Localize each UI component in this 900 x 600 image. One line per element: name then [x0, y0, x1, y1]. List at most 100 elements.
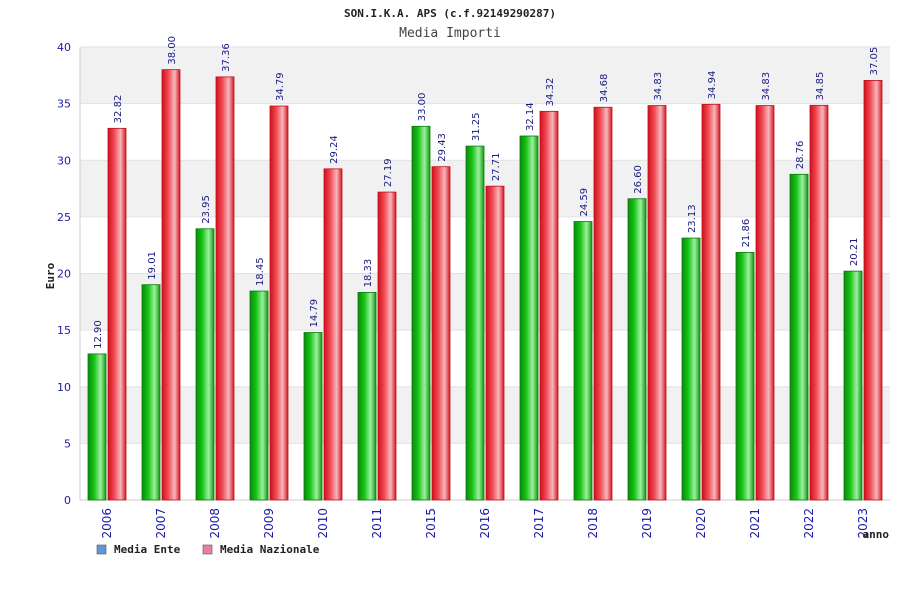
bar-media-ente-2011 [357, 292, 377, 501]
bar-media-ente-2008 [195, 228, 215, 501]
data-label: 18.45 [255, 257, 266, 286]
data-label: 23.13 [687, 204, 698, 233]
x-tick-label: 2019 [640, 508, 654, 539]
bar-media-nazionale-2019 [647, 105, 667, 501]
data-label: 24.59 [579, 188, 590, 217]
bar-media-ente-2020 [681, 237, 701, 501]
legend-label-media-nazionale: Media Nazionale [220, 543, 320, 556]
data-label: 34.85 [815, 72, 826, 101]
x-axis-ticks: 2006 2007 2008 2009 2010 2011 2015 2016 2017 2018… [100, 508, 870, 539]
data-label: 34.68 [599, 74, 610, 103]
grid-band [80, 47, 890, 104]
data-label: 37.36 [221, 43, 232, 72]
data-label: 19.01 [147, 251, 158, 280]
data-label: 33.00 [417, 93, 428, 122]
x-tick-label: 2010 [316, 508, 330, 539]
data-label: 32.14 [525, 102, 536, 131]
chart-subtitle: Media Importi [399, 26, 501, 41]
bar-media-ente-2007 [141, 284, 161, 501]
grid-band [80, 160, 890, 217]
y-tick-label: 20 [57, 268, 71, 281]
data-label: 38.00 [167, 36, 178, 65]
data-label: 29.24 [329, 135, 340, 164]
y-tick-label: 40 [57, 41, 71, 54]
data-label: 37.05 [869, 47, 880, 76]
bars [87, 69, 883, 501]
x-tick-label: 2022 [802, 508, 816, 539]
y-tick-label: 35 [57, 98, 71, 111]
bar-media-ente-2018 [573, 221, 593, 501]
x-tick-label: 2016 [478, 508, 492, 539]
data-label: 34.32 [545, 78, 556, 107]
chart-title: SON.I.K.A. APS (c.f.92149290287) [344, 7, 556, 20]
bar-media-ente-2022 [789, 173, 809, 501]
bar-media-nazionale-2018 [593, 106, 613, 501]
bar-media-nazionale-2006 [107, 127, 127, 501]
data-label: 34.94 [707, 71, 718, 100]
x-axis-label: anno [863, 528, 890, 541]
data-labels: 12.90 32.82 19.01 38.00 23.95 37.36 18.45 34.79… [93, 36, 880, 349]
bar-media-nazionale-2021 [755, 105, 775, 501]
x-tick-label: 2015 [424, 508, 438, 539]
legend-swatch-media-nazionale [202, 544, 213, 555]
plot-background [79, 46, 890, 501]
data-label: 31.25 [471, 112, 482, 141]
bar-media-nazionale-2017 [539, 110, 559, 501]
bar-media-nazionale-2008 [215, 76, 235, 501]
data-label: 18.33 [363, 259, 374, 288]
x-tick-label: 2020 [694, 508, 708, 539]
bar-media-ente-2021 [735, 252, 755, 501]
grid-band [80, 273, 890, 331]
data-label: 14.79 [309, 299, 320, 328]
bar-media-ente-2019 [627, 198, 647, 501]
data-label: 21.86 [741, 219, 752, 248]
x-tick-label: 2009 [262, 508, 276, 539]
bar-media-nazionale-2022 [809, 104, 829, 501]
x-tick-label: 2008 [208, 508, 222, 539]
y-tick-label: 15 [57, 324, 71, 337]
bar-media-ente-2015 [411, 125, 431, 501]
x-tick-label: 2011 [370, 508, 384, 539]
grid-band [80, 103, 890, 161]
bar-media-nazionale-2015 [431, 166, 451, 501]
legend: Media Ente Media Nazionale [96, 543, 320, 556]
data-label: 20.21 [849, 237, 860, 266]
grid-band [80, 443, 890, 500]
data-label: 12.90 [93, 320, 104, 349]
legend-label-media-ente: Media Ente [114, 543, 181, 556]
x-tick-label: 2006 [100, 508, 114, 539]
bar-media-ente-2023 [843, 270, 863, 501]
y-axis-ticks: 0 5 10 15 20 25 30 35 40 [57, 41, 71, 507]
grid-band [80, 330, 890, 387]
bar-media-nazionale-2007 [161, 69, 181, 501]
bar-media-ente-2009 [249, 290, 269, 501]
y-tick-label: 10 [57, 381, 71, 394]
data-label: 23.95 [201, 195, 212, 224]
y-tick-label: 0 [64, 494, 71, 507]
grid-band [80, 386, 890, 444]
data-label: 28.76 [795, 141, 806, 170]
bar-media-ente-2010 [303, 332, 323, 501]
x-tick-label: 2023 [856, 508, 870, 539]
bar-media-nazionale-2009 [269, 105, 289, 501]
y-tick-label: 30 [57, 154, 71, 167]
data-label: 34.79 [275, 72, 286, 101]
x-tick-label: 2018 [586, 508, 600, 539]
bar-media-nazionale-2011 [377, 191, 397, 501]
bar-media-nazionale-2020 [701, 103, 721, 501]
x-tick-label: 2007 [154, 508, 168, 539]
y-tick-label: 25 [57, 211, 71, 224]
data-label: 29.43 [437, 133, 448, 162]
x-tick-label: 2021 [748, 508, 762, 539]
y-axis-label: Euro [44, 262, 57, 289]
x-tick-label: 2017 [532, 508, 546, 539]
y-tick-label: 5 [64, 437, 71, 450]
legend-swatch-media-ente [96, 544, 107, 555]
data-label: 32.82 [113, 95, 124, 124]
grid-band [80, 216, 890, 274]
bar-media-nazionale-2010 [323, 168, 343, 501]
data-label: 34.83 [761, 72, 772, 101]
bar-media-ente-2017 [519, 135, 539, 501]
bar-media-nazionale-2016 [485, 185, 505, 501]
data-label: 26.60 [633, 165, 644, 194]
